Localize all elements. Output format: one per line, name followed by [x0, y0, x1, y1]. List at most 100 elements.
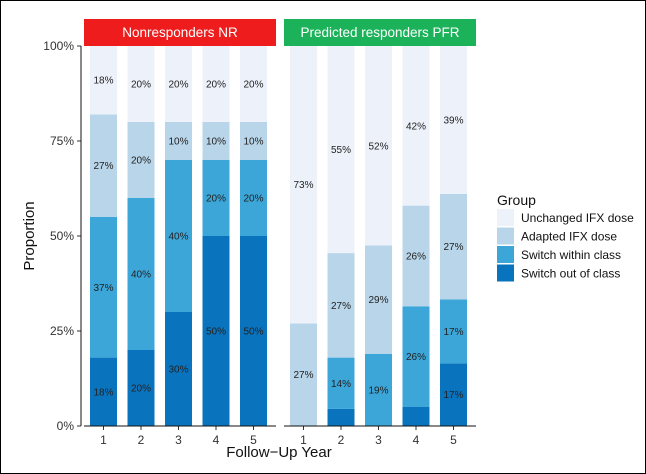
x-tick-label: 2 [338, 433, 345, 447]
bar-value-label: 39% [443, 115, 463, 126]
facet-panel: Nonresponders NR 18% 37% 27% 18% 1 20% 40% 20% 20… [84, 19, 276, 447]
bar-segment [202, 122, 230, 160]
bar-value-label: 19% [368, 385, 388, 396]
x-tick-label: 5 [250, 433, 257, 447]
bar-segment [290, 46, 317, 324]
bar-value-label: 17% [443, 327, 463, 338]
bar-value-label: 20% [206, 194, 226, 205]
bar-segment [90, 114, 117, 217]
x-tick-label: 1 [300, 433, 307, 447]
bar-value-label: 37% [93, 283, 113, 294]
bar-value-label: 17% [443, 390, 463, 401]
bar-value-label: 27% [443, 242, 463, 253]
facet-strip-title: Nonresponders NR [122, 25, 238, 40]
bar-segment [440, 193, 467, 300]
bar-segment [202, 160, 230, 236]
bar-segment [402, 205, 430, 307]
bar-value-label: 27% [293, 370, 313, 381]
bar-value-label: 26% [406, 352, 426, 363]
bar-segment [90, 357, 117, 426]
bar-value-label: 20% [206, 80, 226, 91]
y-tick-label: 75% [50, 134, 74, 148]
bar-value-label: 20% [168, 80, 188, 91]
x-tick-label: 5 [450, 433, 457, 447]
legend-swatch [497, 246, 514, 263]
legend-label: Adapted IFX dose [521, 230, 617, 244]
facet-strip [284, 19, 476, 46]
bar-value-label: 50% [206, 327, 226, 338]
y-tick-label: 50% [50, 229, 74, 243]
bar-value-label: 10% [243, 137, 263, 148]
bar-segment [165, 46, 192, 122]
legend-swatch [497, 227, 514, 245]
bar-segment [327, 357, 355, 409]
bar-segment [240, 236, 267, 426]
facet-panel: Predicted responders PFR 27% 73% 1 14% 27% 55%… [284, 19, 476, 447]
legend-label: Unchanged IFX dose [521, 211, 634, 225]
bar-value-label: 20% [131, 384, 151, 395]
bar-segment [240, 46, 267, 122]
bar-value-label: 42% [406, 121, 426, 132]
bar-segment [327, 408, 355, 426]
facet-strip [84, 19, 276, 46]
bar-value-label: 40% [131, 270, 151, 281]
legend-swatch [497, 264, 514, 282]
bar-segment [440, 363, 467, 426]
facet-strip-title: Predicted responders PFR [300, 25, 459, 40]
bar-value-label: 18% [93, 387, 113, 398]
bar-segment [165, 122, 192, 160]
x-tick-label: 3 [175, 433, 182, 447]
bar-value-label: 29% [368, 295, 388, 306]
bar-segment [327, 253, 355, 358]
bar-value-label: 50% [243, 327, 263, 338]
bar-value-label: 20% [243, 80, 263, 91]
bar-value-label: 55% [331, 145, 351, 156]
bar-segment [127, 46, 155, 122]
bar-value-label: 27% [331, 301, 351, 312]
bar-value-label: 20% [131, 156, 151, 167]
bar-value-label: 20% [243, 194, 263, 205]
bar-value-label: 52% [368, 141, 388, 152]
bar-value-label: 18% [93, 76, 113, 87]
bar-segment [290, 323, 317, 426]
y-tick-label: 0% [57, 419, 75, 433]
bar-value-label: 73% [293, 180, 313, 191]
bar-segment [127, 350, 155, 426]
bar-value-label: 10% [168, 137, 188, 148]
x-tick-label: 2 [138, 433, 145, 447]
bar-value-label: 20% [131, 80, 151, 91]
bar-segment [240, 160, 267, 236]
bar-value-label: 40% [168, 232, 188, 243]
bar-value-label: 30% [168, 365, 188, 376]
bar-segment [240, 122, 267, 160]
bar-segment [202, 236, 230, 426]
bar-value-label: 26% [406, 251, 426, 262]
x-tick-label: 4 [413, 433, 420, 447]
x-tick-label: 4 [213, 433, 220, 447]
bar-segment [327, 46, 355, 254]
bar-value-label: 10% [206, 137, 226, 148]
bar-segment [90, 46, 117, 115]
axis-layer: Proportion Follow−Up Year 0% 25% 50% 75% 100… [21, 39, 332, 461]
bar-segment [440, 46, 467, 194]
bar-segment [165, 312, 192, 426]
bar-value-label: 27% [93, 161, 113, 172]
legend-title: Group [497, 192, 536, 208]
y-tick-label: 100% [43, 39, 74, 53]
legend-label: Switch out of class [521, 267, 620, 281]
bar-segment [365, 353, 392, 426]
y-axis-title: Proportion [21, 201, 38, 270]
bar-segment [402, 407, 430, 426]
bar-segment [365, 245, 392, 354]
bar-segment [90, 217, 117, 358]
bar-segment [127, 122, 155, 198]
bar-value-label: 14% [331, 379, 351, 390]
bar-segment [165, 160, 192, 312]
x-axis-title: Follow−Up Year [226, 444, 331, 461]
bar-segment [402, 306, 430, 407]
legend: Group Unchanged IFX dose Adapted IFX dose… [497, 192, 634, 282]
bar-segment [202, 46, 230, 122]
y-tick-label: 25% [50, 324, 74, 338]
bar-segment [440, 299, 467, 364]
